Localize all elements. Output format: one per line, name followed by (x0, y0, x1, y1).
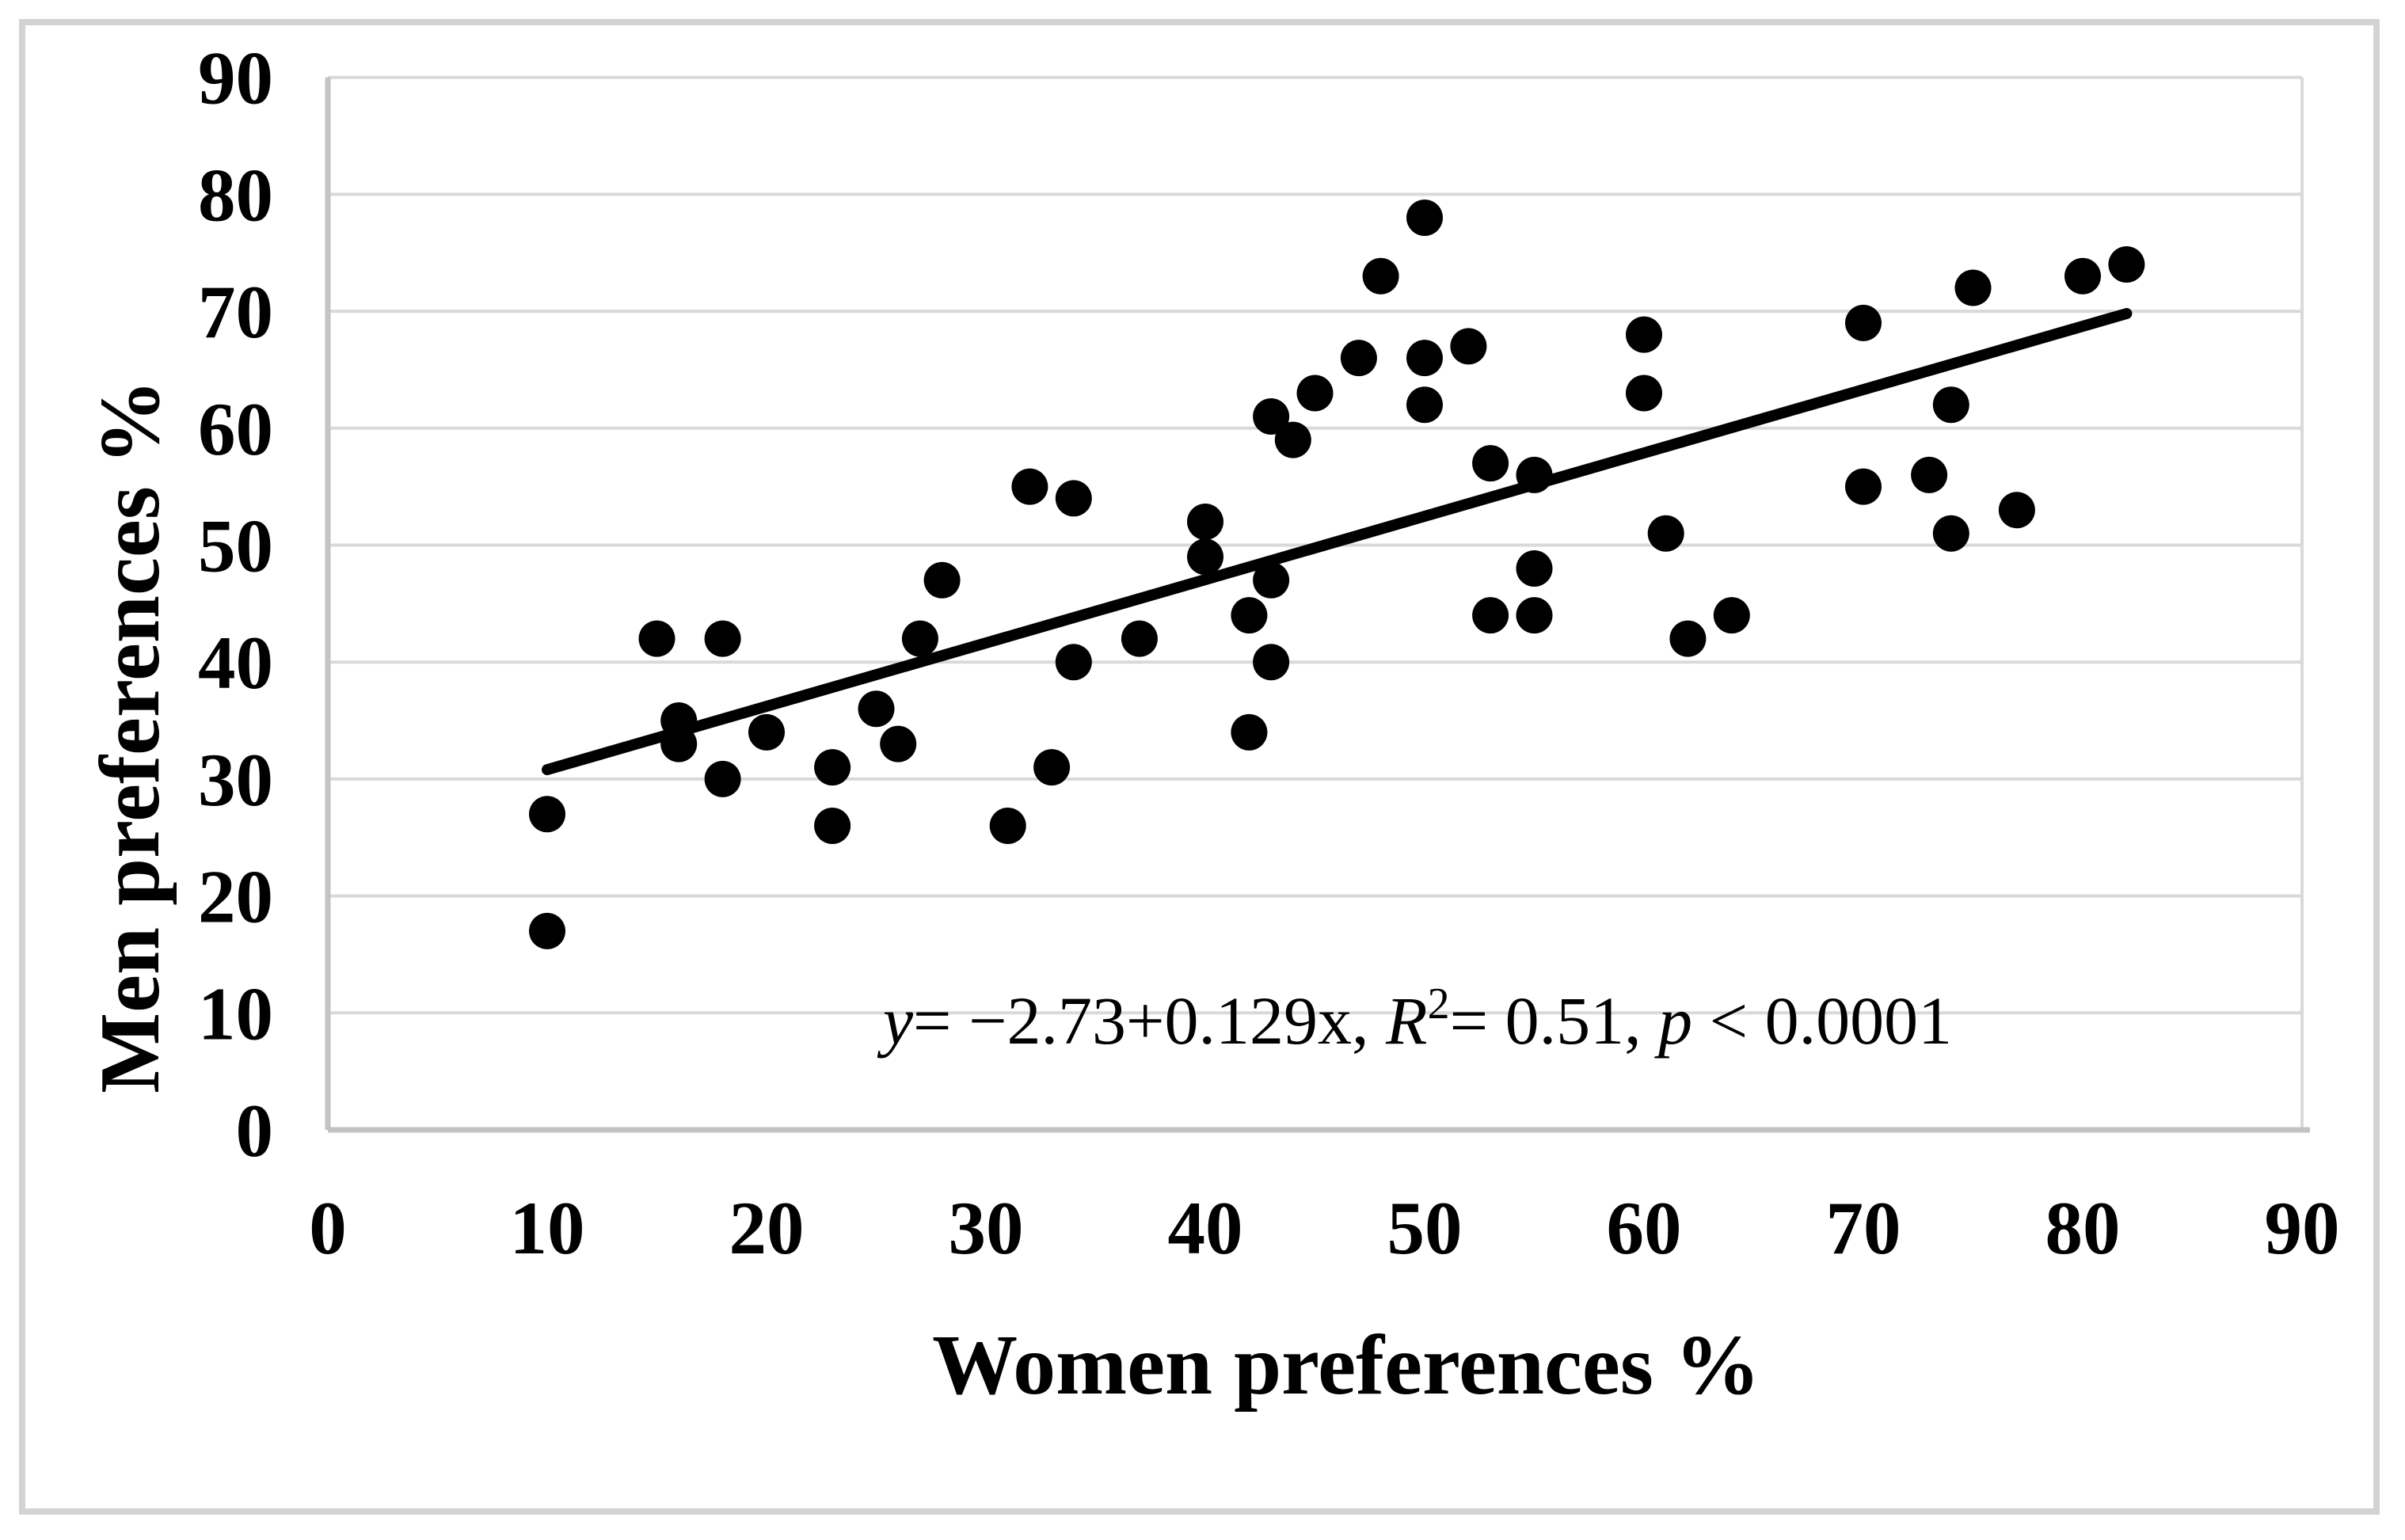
data-point (1340, 340, 1377, 377)
trendline-group (542, 308, 2133, 776)
y-tick-label: 40 (198, 621, 273, 705)
x-tick-label: 50 (1387, 1186, 1463, 1270)
annotation-r-value: = 0.51, (1450, 983, 1659, 1059)
data-points (529, 199, 2145, 949)
data-point (1626, 375, 1662, 412)
data-point (1845, 304, 1882, 341)
x-tick-label: 80 (2045, 1186, 2121, 1270)
data-point (1626, 316, 1662, 353)
x-tick-label: 20 (729, 1186, 805, 1270)
x-tick-label: 70 (1826, 1186, 1901, 1270)
data-point (1998, 492, 2035, 529)
data-point (660, 725, 698, 762)
x-tick-label: 10 (510, 1186, 585, 1270)
data-point (638, 620, 675, 657)
axis-lines (325, 77, 2310, 1133)
data-point (748, 713, 785, 751)
y-tick-labels: 0 10 20 30 40 50 60 70 80 90 (198, 36, 273, 1173)
data-point (1187, 538, 1223, 576)
x-tick-label: 0 (309, 1186, 347, 1270)
y-tick-label: 30 (198, 738, 273, 822)
data-point (529, 912, 565, 949)
annotation-equation: = −2.73+0.129x, (913, 983, 1386, 1059)
data-point (1713, 597, 1750, 634)
data-point (1296, 375, 1334, 412)
data-point (1187, 503, 1223, 540)
y-tick-label: 80 (198, 153, 273, 237)
data-point (1362, 257, 1399, 295)
data-point (1406, 340, 1443, 377)
data-point (1669, 620, 1707, 657)
data-point (923, 561, 961, 599)
annotation-p-variable: p (1653, 983, 1692, 1059)
data-point (704, 760, 741, 797)
x-tick-label: 30 (949, 1186, 1024, 1270)
y-tick-label: 60 (198, 387, 273, 471)
data-point (1011, 468, 1048, 505)
data-point (1033, 749, 1071, 786)
data-point (1845, 468, 1882, 505)
data-point (1055, 644, 1092, 681)
y-tick-label: 20 (198, 855, 273, 939)
data-point (1472, 597, 1509, 634)
data-point (1516, 456, 1553, 493)
data-point (2064, 257, 2101, 295)
x-tick-label: 90 (2265, 1186, 2340, 1270)
y-tick-label: 90 (198, 36, 273, 120)
annotation-r-variable: R (1385, 983, 1428, 1059)
data-point (1055, 480, 1092, 517)
data-point (1231, 713, 1268, 751)
annotation-y-variable: y (877, 983, 914, 1059)
gridlines (328, 75, 2304, 1130)
data-point (529, 796, 565, 833)
y-tick-label: 0 (236, 1089, 274, 1173)
data-point (704, 620, 741, 657)
y-axis-title: Men preferences % (83, 379, 177, 1093)
data-point (1911, 456, 1948, 493)
data-point (1472, 445, 1509, 482)
x-tick-label: 60 (1607, 1186, 1682, 1270)
data-point (1406, 199, 1443, 236)
data-point (1253, 561, 1290, 599)
data-point (989, 807, 1026, 844)
data-point (1647, 515, 1684, 552)
data-point (1274, 421, 1311, 458)
data-point (901, 620, 938, 657)
annotation-r-superscript: 2 (1428, 979, 1450, 1029)
y-tick-label: 10 (198, 972, 273, 1055)
trendline (542, 308, 2133, 776)
data-point (1932, 515, 1969, 552)
x-axis-title: Women preferences % (932, 1318, 1760, 1413)
data-point (2108, 246, 2145, 283)
annotation-p-value: < 0.0001 (1692, 983, 1952, 1059)
data-point (1516, 550, 1553, 587)
y-tick-label: 50 (198, 504, 273, 588)
data-point (814, 749, 851, 786)
data-point (1932, 386, 1969, 424)
regression-annotation: y= −2.73+0.129x, R2= 0.51, p < 0.0001 (877, 979, 1952, 1059)
data-point (1450, 328, 1487, 365)
data-point (1121, 620, 1158, 657)
data-point (1406, 386, 1443, 424)
x-tick-label: 40 (1168, 1186, 1243, 1270)
data-point (1253, 398, 1290, 435)
y-tick-label: 70 (198, 270, 273, 354)
data-point (1954, 269, 1992, 306)
data-point (1231, 597, 1268, 634)
data-point (858, 690, 895, 728)
data-point (814, 807, 851, 844)
data-point (1253, 644, 1290, 681)
x-tick-labels: 0 10 20 30 40 50 60 70 80 90 (309, 1186, 2339, 1270)
data-point (880, 725, 917, 762)
data-point (1516, 597, 1553, 634)
